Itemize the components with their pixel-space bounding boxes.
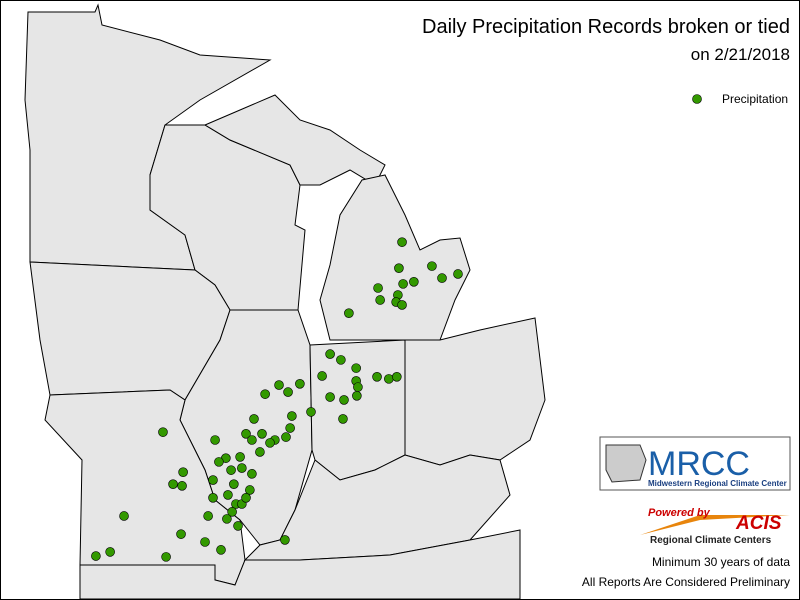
record-point <box>287 411 297 421</box>
record-point <box>398 279 408 289</box>
record-point <box>158 427 168 437</box>
record-point <box>161 552 171 562</box>
indiana <box>309 339 406 481</box>
record-point <box>235 452 245 462</box>
record-point <box>168 479 178 489</box>
record-point <box>373 283 383 293</box>
record-point <box>255 447 265 457</box>
michigan-upper <box>203 94 386 186</box>
record-point <box>427 261 437 271</box>
record-points <box>91 237 463 562</box>
record-point <box>177 481 187 491</box>
record-point <box>200 537 210 547</box>
record-point <box>372 372 382 382</box>
record-point <box>226 465 236 475</box>
record-point <box>119 511 129 521</box>
record-point <box>397 237 407 247</box>
record-point <box>223 490 233 500</box>
record-point <box>247 469 257 479</box>
legend-marker <box>692 94 702 104</box>
record-point <box>233 521 243 531</box>
record-point <box>409 277 419 287</box>
mrcc-logo: MRCC Midwestern Regional Climate Center <box>599 436 791 491</box>
logo-map <box>605 444 647 483</box>
powered-by: Powered by <box>648 507 711 519</box>
record-point <box>91 551 101 561</box>
acis-logo: Powered by ACIS Regional Climate Centers <box>640 507 790 546</box>
record-point <box>203 511 213 521</box>
record-point <box>394 263 404 273</box>
record-point <box>178 467 188 478</box>
record-point <box>352 390 362 401</box>
record-point <box>281 432 291 442</box>
record-point <box>260 389 270 399</box>
record-point <box>257 428 267 439</box>
record-point <box>208 493 218 503</box>
record-point <box>375 295 385 305</box>
record-point <box>325 392 335 402</box>
record-point <box>285 423 295 433</box>
record-point <box>384 374 394 384</box>
record-point <box>105 547 115 557</box>
record-point <box>274 380 284 390</box>
record-point <box>437 273 447 283</box>
record-point <box>245 485 255 495</box>
record-point <box>227 507 237 517</box>
footer-note: Minimum 30 years of data <box>652 555 790 569</box>
record-point <box>336 355 346 365</box>
record-point <box>338 414 348 424</box>
powered-subtitle: Regional Climate Centers <box>650 535 772 546</box>
record-point <box>176 529 186 539</box>
states <box>24 3 546 600</box>
acis-swoosh <box>640 515 790 535</box>
record-point <box>222 514 232 524</box>
record-point <box>210 435 220 445</box>
ohio <box>404 317 546 466</box>
record-point <box>453 269 463 279</box>
south-border <box>79 529 521 600</box>
record-point <box>229 479 239 489</box>
record-point <box>280 535 290 545</box>
record-point <box>208 475 218 485</box>
record-point <box>392 372 402 382</box>
record-point <box>241 493 251 503</box>
record-point <box>397 300 407 310</box>
record-point <box>317 371 327 381</box>
legend-label: Precipitation <box>722 92 788 106</box>
record-point <box>283 387 293 397</box>
record-point <box>353 382 363 392</box>
record-point <box>351 363 361 373</box>
logo-subtitle: Midwestern Regional Climate Center <box>648 479 787 488</box>
record-point <box>265 438 275 448</box>
record-point <box>325 349 335 359</box>
powered-name: ACIS <box>735 513 782 534</box>
record-point <box>237 463 247 473</box>
record-point <box>339 395 349 405</box>
record-point <box>306 407 316 417</box>
logo-name: MRCC <box>648 445 750 483</box>
record-point <box>214 457 224 467</box>
title: Daily Precipitation Records broken or ti… <box>422 16 790 38</box>
record-point <box>249 414 259 424</box>
record-point <box>247 435 257 445</box>
record-point <box>295 379 305 389</box>
subtitle: on 2/21/2018 <box>691 45 790 64</box>
record-point <box>216 545 226 555</box>
footer-note: All Reports Are Considered Preliminary <box>582 575 790 589</box>
michigan-lower <box>319 174 471 341</box>
record-point <box>344 308 354 318</box>
record-point <box>241 428 251 439</box>
